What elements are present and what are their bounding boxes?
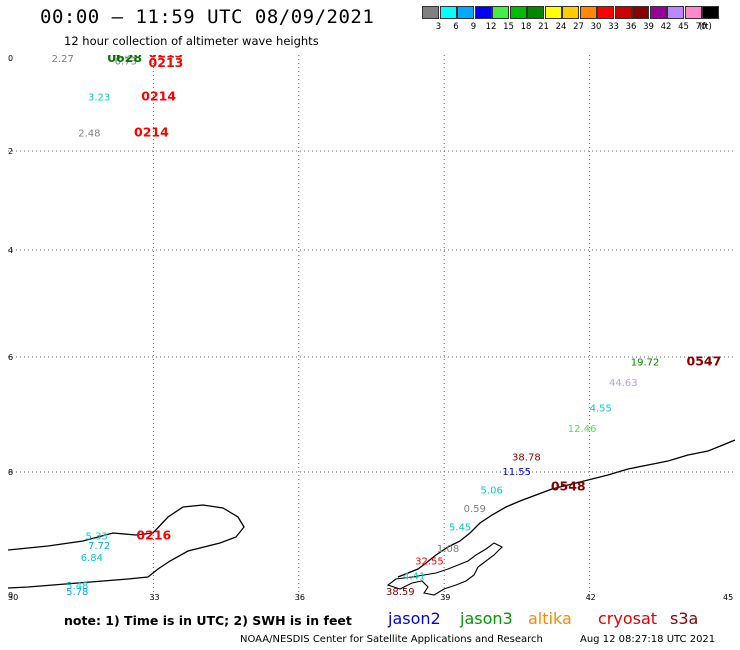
satellite-name: jason3: [460, 609, 513, 628]
legend-swatch: [474, 6, 492, 19]
legend-bin-label: 30: [590, 22, 602, 32]
pass-time-label: 0214: [141, 89, 176, 104]
wave-height-value: 2.48: [78, 129, 100, 140]
legend-swatch: [702, 6, 719, 19]
wave-height-value: 5.78: [66, 587, 88, 598]
credit-line: NOAA/NESDIS Center for Satellite Applica…: [240, 634, 543, 645]
legend-bin-label: 21: [538, 22, 549, 32]
coastline-east: [397, 439, 735, 578]
lat-tick-label: -62: [8, 147, 13, 156]
legend-bin-label: 39: [643, 22, 654, 32]
wave-height-value: 32.55: [415, 556, 444, 567]
pass-time-label: 0214: [134, 125, 169, 140]
coastline-west: [8, 504, 245, 589]
lon-tick-label: 33: [149, 593, 159, 600]
satellite-name: s3a: [670, 609, 699, 628]
legend-bin-label: 18: [520, 22, 532, 32]
legend-swatch: [492, 6, 509, 19]
legend-swatch: [562, 6, 579, 19]
wave-height-value: 3.23: [88, 93, 110, 104]
measurements: 2.27 4.386.73 3.23 2.48 19.72 44.63 4.55 12.46 3…: [52, 55, 722, 598]
axis-ticks: 30 33 36 39 42 45 -60 -62 -64 -66 -68 -70: [8, 55, 733, 600]
legend-bin-label: 9: [470, 22, 477, 32]
legend-swatch: [579, 6, 597, 19]
satellite-name: cryosat: [598, 609, 658, 628]
legend-unit: (ft): [699, 22, 712, 32]
legend-swatch: [544, 6, 562, 19]
legend-bin-label: 3: [435, 22, 442, 32]
legend-swatch: [632, 6, 649, 19]
wave-height-value: 0.59: [464, 504, 486, 515]
lon-tick-label: 45: [723, 593, 733, 600]
wave-height-value: 4.55: [590, 404, 612, 415]
legend-swatch: [649, 6, 667, 19]
legend-bin-label: 33: [608, 22, 619, 32]
wave-height-value: 2.27: [52, 55, 74, 65]
legend-bin-label: 70: [695, 22, 707, 32]
legend-swatch: [422, 6, 439, 19]
pass-time-label: 0213: [149, 55, 184, 60]
legend-bin-label: 42: [660, 22, 672, 32]
legend-swatch: [457, 6, 474, 19]
wave-height-value: 12.46: [568, 424, 597, 435]
wave-height-value: 4.38: [115, 55, 137, 60]
legend-swatch: [667, 6, 684, 19]
legend-swatch: [509, 6, 527, 19]
wave-height-value: 7.72: [88, 541, 110, 552]
lon-tick-label: 42: [586, 593, 596, 600]
coastline: [8, 439, 735, 596]
coastline-inlet: [386, 542, 503, 596]
wave-height-value: 38.59: [386, 587, 415, 598]
legend-bin-label: 27: [573, 22, 584, 32]
pass-time-label: 0628: [107, 55, 142, 65]
lat-tick-label: -64: [8, 246, 13, 255]
lon-tick-label: 36: [295, 593, 305, 600]
legend-bin-label: 45: [678, 22, 689, 32]
lat-tick-label: -68: [8, 468, 13, 477]
wave-height-value: 6.73: [115, 57, 137, 68]
pass-time-label: 0548: [551, 478, 586, 493]
pass-time-label: 0216: [136, 528, 171, 543]
legend-swatch: [614, 6, 632, 19]
wave-height-value: 1.08: [437, 544, 459, 555]
legend-swatch: [597, 6, 614, 19]
wave-height-value: 11.55: [502, 467, 531, 478]
wave-height-value: 38.78: [512, 453, 541, 464]
legend-bin-label: 15: [503, 22, 514, 32]
lon-tick-label: 39: [440, 593, 450, 600]
page-title: 00:00 – 11:59 UTC 08/09/2021: [40, 6, 375, 28]
pass-time-label: 0547: [687, 354, 722, 369]
legend-swatch: [684, 6, 702, 19]
lat-tick-label: -60: [8, 55, 13, 63]
satellite-name: jason2: [388, 609, 441, 628]
wave-height-value: 6.84: [81, 553, 103, 564]
wave-height-value: 19.72: [631, 358, 660, 369]
legend-bin-label: 24: [555, 22, 567, 32]
wave-height-value: 5.33: [86, 532, 108, 543]
wave-height-value: 44.63: [609, 378, 638, 389]
page-subtitle: 12 hour collection of altimeter wave hei…: [64, 34, 319, 48]
legend-bin-label: 36: [625, 22, 637, 32]
satellite-name: altika: [528, 609, 572, 628]
legend-swatch: [439, 6, 457, 19]
lat-tick-label: -70: [8, 591, 13, 600]
wave-height-value: 5.45: [449, 522, 471, 533]
graticule: [8, 55, 735, 600]
lat-tick-label: -66: [8, 353, 13, 362]
lon-tick-label: 30: [8, 593, 18, 600]
generated-timestamp: Aug 12 08:27:18 UTC 2021: [580, 634, 716, 645]
wave-height-value: 4.41: [403, 572, 425, 583]
legend-bin-label: 6: [453, 22, 459, 32]
wave-height-value: 5.48: [66, 581, 88, 592]
legend-bin-label: 12: [485, 22, 497, 32]
pass-time-label: 0213: [149, 55, 184, 70]
legend-swatch: [527, 6, 544, 19]
wave-height-value: 5.06: [481, 486, 503, 497]
footnote: note: 1) Time is in UTC; 2) SWH is in fe…: [64, 613, 352, 628]
